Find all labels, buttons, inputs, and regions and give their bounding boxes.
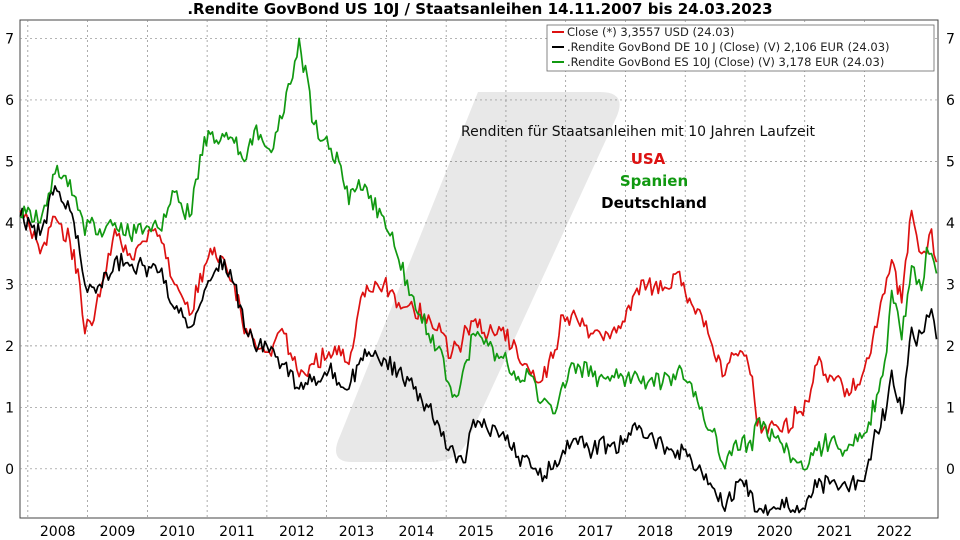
y-tick-right: 2 <box>946 339 955 355</box>
y-tick-left: 2 <box>5 339 14 355</box>
x-tick: 2008 <box>40 524 76 540</box>
annotation-label-deutschland: Deutschland <box>601 194 707 212</box>
y-axis-right: 0 1 2 3 4 5 6 7 <box>946 31 955 477</box>
series-line-deutschland <box>19 185 938 516</box>
x-tick: 2018 <box>638 524 674 540</box>
x-tick: 2020 <box>757 524 793 540</box>
x-tick: 2016 <box>518 524 554 540</box>
x-tick: 2014 <box>398 524 434 540</box>
series-line-usa <box>19 209 938 435</box>
chart-title: .Rendite GovBond US 10J / Staatsanleihen… <box>187 0 772 18</box>
annotation-label-usa: USA <box>631 150 666 168</box>
x-axis: 2008 2009 2010 2011 2012 2013 2014 2015 2016 2017… <box>40 524 912 540</box>
annotation-text: Renditen für Staatsanleihen mit 10 Jahre… <box>461 124 815 140</box>
x-tick: 2021 <box>817 524 853 540</box>
series-group <box>19 37 938 516</box>
y-tick-right: 5 <box>946 154 955 170</box>
legend-entry-spanien: .Rendite GovBond ES 10J (Close) (V) 3,17… <box>567 55 884 69</box>
y-tick-right: 4 <box>946 216 955 232</box>
x-tick: 2010 <box>159 524 195 540</box>
legend-entry-usa: Close (*) 3,3557 USD (24.03) <box>567 25 734 39</box>
watermark-logo <box>336 92 620 462</box>
legend-box <box>546 24 935 72</box>
y-tick-left: 7 <box>5 31 14 47</box>
y-axis-left: 0 1 2 3 4 5 6 7 <box>5 31 14 477</box>
y-tick-right: 1 <box>946 400 955 416</box>
y-tick-left: 5 <box>5 154 14 170</box>
y-tick-right: 0 <box>946 462 955 478</box>
legend: Close (*) 3,3557 USD (24.03).Rendite Gov… <box>546 24 935 72</box>
series-line-spanien <box>19 37 938 471</box>
y-tick-right: 6 <box>946 93 955 109</box>
y-tick-right: 7 <box>946 31 955 47</box>
legend-entry-deutschland: .Rendite GovBond DE 10 J (Close) (V) 2,1… <box>567 40 890 54</box>
y-tick-left: 1 <box>5 400 14 416</box>
x-tick: 2011 <box>219 524 255 540</box>
y-tick-left: 0 <box>5 462 14 478</box>
x-tick: 2009 <box>100 524 136 540</box>
x-tick: 2012 <box>279 524 315 540</box>
x-tick: 2013 <box>339 524 375 540</box>
annotation-label-spanien: Spanien <box>620 172 688 190</box>
y-tick-left: 4 <box>5 216 14 232</box>
y-tick-left: 6 <box>5 93 14 109</box>
annotation: Renditen für Staatsanleihen mit 10 Jahre… <box>461 124 815 212</box>
y-tick-left: 3 <box>5 277 14 293</box>
plot-frame <box>19 19 939 519</box>
x-tick: 2022 <box>877 524 913 540</box>
y-tick-right: 3 <box>946 277 955 293</box>
x-tick: 2015 <box>458 524 494 540</box>
x-tick: 2019 <box>697 524 733 540</box>
x-tick: 2017 <box>578 524 614 540</box>
